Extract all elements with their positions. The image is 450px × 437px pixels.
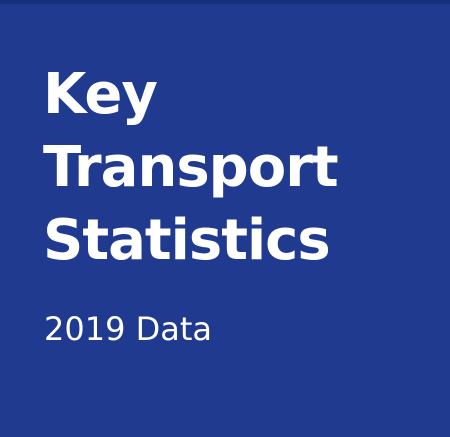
- cover-title-line-3: Statistics: [43, 208, 331, 273]
- cover-subtitle: 2019 Data: [44, 310, 213, 348]
- cover-title-line-1: Key: [43, 62, 158, 127]
- cover-title-line-2: Transport: [43, 135, 339, 200]
- top-border-strip: [0, 0, 450, 4]
- cover-title: Key Transport Statistics: [43, 58, 339, 277]
